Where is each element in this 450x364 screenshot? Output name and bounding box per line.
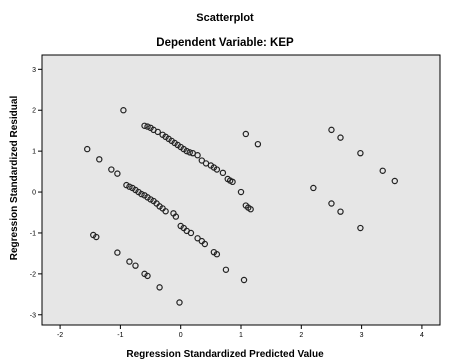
y-tick-label: 2 [32,108,36,115]
y-tick-label: -2 [30,271,36,278]
scatter-point [93,233,100,241]
scatter-point [154,128,161,136]
y-tick-label: -1 [30,230,36,237]
scatter-point [237,188,245,196]
scatter-point [328,126,335,134]
scatter-point [183,147,190,155]
scatter-point [138,190,145,198]
scatter-point [194,235,201,242]
scatter-point [310,184,317,192]
scatter-point [144,272,151,280]
scatter-point [337,134,344,141]
scatter-point [144,123,151,130]
scatter-point [213,166,221,173]
x-tick-label: 3 [360,332,364,339]
scatter-point [141,122,148,129]
scatter-point [108,166,115,173]
scatter-point [194,152,201,159]
scatter-point [176,299,183,306]
scatter-point [357,224,364,232]
scatter-point [391,177,398,185]
scatter-point [201,240,209,248]
x-tick-label: 0 [179,332,183,339]
scatter-point [222,266,230,273]
scatter-point [198,157,206,164]
scatter-point [240,276,248,284]
scatter-point [229,178,236,186]
x-axis-label: Regression Standardized Predicted Value [126,349,324,360]
scatter-point [357,149,364,157]
chart-title: Scatterplot [196,12,254,24]
scatter-point [120,107,127,114]
scatter-point [114,249,121,256]
scatter-point [213,251,221,258]
scatter-point [219,169,227,177]
x-tick-label: -1 [117,332,123,339]
scatter-point [126,258,133,265]
scatter-point [96,156,103,163]
scatter-point [126,183,133,190]
scatter-point [162,208,169,215]
scatter-point [247,206,254,213]
scatter-points [84,107,398,306]
y-tick-label: 3 [32,67,36,74]
scatter-point [132,262,139,269]
y-tick-label: 1 [32,149,36,156]
y-axis-label: Regression Standardized Residual [9,95,20,261]
scatter-point [337,208,344,215]
x-tick-label: 1 [239,332,243,339]
scatter-point [328,200,335,207]
y-tick-label: -3 [30,312,36,319]
x-tick-label: 4 [420,332,424,339]
scatter-point [186,149,193,156]
chart-subtitle: Dependent Variable: KEP [156,37,294,49]
axis-ticks: -2 -1 0 1 2 3 4 3 2 1 0 -1 -2 -3 [30,67,424,339]
scatter-point [114,170,121,177]
scatter-point [242,130,250,138]
scatter-point [172,213,180,220]
scatter-point [187,229,195,237]
x-tick-label: 2 [299,332,303,339]
x-tick-label: -2 [57,332,63,339]
y-tick-label: 0 [32,190,36,197]
scatter-point [254,140,262,148]
scatter-point [84,145,91,153]
scatter-point [379,167,386,174]
scatter-point [156,284,163,291]
